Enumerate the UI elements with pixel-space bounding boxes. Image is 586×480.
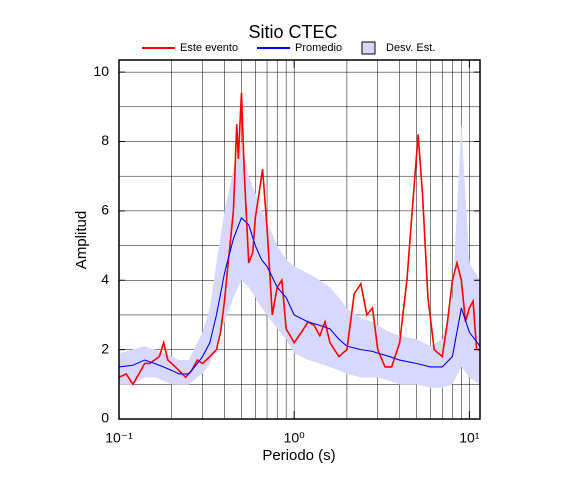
legend-label: Promedio [295,42,342,54]
legend-swatch [361,41,376,55]
std-band [119,124,480,388]
chart-title: Sitio CTEC [248,22,337,42]
x-axis-label: Periodo (s) [262,447,335,464]
y-tick-label: 2 [101,340,109,356]
x-tick-label: 10⁰ [284,430,306,446]
legend-label: Desv. Est. [386,42,435,54]
plot-frame [118,59,481,420]
y-tick-label: 0 [101,410,109,426]
legend-label: Este evento [180,42,238,54]
y-tick-label: 10 [93,63,109,79]
y-tick-label: 8 [101,132,109,148]
y-tick-label: 4 [101,271,109,287]
marks [119,92,480,388]
y-tick-label: 6 [101,202,109,218]
y-axis-label: Amplitud [73,211,90,269]
series-line [119,92,480,386]
series-line [119,216,480,375]
x-tick-label: 10¹ [459,430,480,446]
x-tick-label: 10⁻¹ [105,430,133,446]
